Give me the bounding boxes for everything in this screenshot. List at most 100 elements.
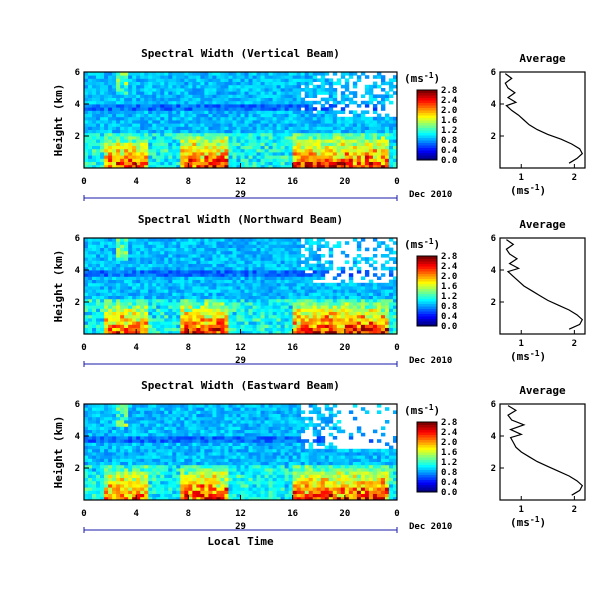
heatmap-cell bbox=[245, 75, 249, 79]
heatmap-cell bbox=[100, 292, 104, 296]
heatmap-cell bbox=[293, 126, 297, 130]
heatmap-cell bbox=[140, 158, 144, 162]
heatmap-cell bbox=[224, 120, 228, 124]
heatmap-cell bbox=[253, 260, 257, 264]
heatmap-cell bbox=[245, 328, 249, 332]
heatmap-cell bbox=[345, 155, 349, 159]
heatmap-cell bbox=[104, 318, 108, 322]
heatmap-cell bbox=[329, 308, 333, 312]
heatmap-cell bbox=[289, 254, 293, 258]
heatmap-cell bbox=[88, 88, 92, 92]
heatmap-cell bbox=[353, 136, 357, 140]
heatmap-cell bbox=[120, 257, 124, 261]
heatmap-cell bbox=[232, 126, 236, 130]
heatmap-cell bbox=[216, 152, 220, 156]
heatmap-cell bbox=[337, 158, 341, 162]
heatmap-cell bbox=[104, 308, 108, 312]
heatmap-cell bbox=[345, 82, 349, 86]
heatmap-cell bbox=[112, 439, 116, 443]
heatmap-cell bbox=[204, 152, 208, 156]
heatmap-cell bbox=[285, 312, 289, 316]
heatmap-cell bbox=[389, 158, 393, 162]
heatmap-cell bbox=[329, 85, 333, 89]
heatmap-cell bbox=[112, 442, 116, 446]
heatmap-cell bbox=[208, 324, 212, 328]
heatmap-cell bbox=[317, 244, 321, 248]
heatmap-cell bbox=[317, 155, 321, 159]
heatmap-cell bbox=[261, 251, 265, 255]
heatmap-cell bbox=[208, 241, 212, 245]
heatmap-cell bbox=[289, 251, 293, 255]
heatmap-cell bbox=[321, 152, 325, 156]
heatmap-cell bbox=[277, 114, 281, 118]
heatmap-cell bbox=[128, 107, 132, 111]
heatmap-cell bbox=[265, 267, 269, 271]
heatmap-cell bbox=[349, 283, 353, 287]
heatmap-cell bbox=[168, 110, 172, 114]
heatmap-cell bbox=[132, 158, 136, 162]
heatmap-cell bbox=[317, 162, 321, 166]
heatmap-cell bbox=[104, 94, 108, 98]
heatmap-cell bbox=[108, 436, 112, 440]
heatmap-cell bbox=[100, 420, 104, 424]
heatmap-cell bbox=[369, 120, 373, 124]
heatmap-cell bbox=[136, 158, 140, 162]
heatmap-cell bbox=[333, 292, 337, 296]
heatmap-cell bbox=[345, 88, 349, 92]
heatmap-cell bbox=[176, 78, 180, 82]
heatmap-cell bbox=[309, 123, 313, 127]
heatmap-cell bbox=[377, 312, 381, 316]
heatmap-cell bbox=[108, 484, 112, 488]
heatmap-cell bbox=[353, 149, 357, 153]
heatmap-cell bbox=[84, 88, 88, 92]
heatmap-cell bbox=[120, 88, 124, 92]
heatmap-cell bbox=[269, 155, 273, 159]
heatmap-cell bbox=[152, 280, 156, 284]
heatmap-cell bbox=[341, 299, 345, 303]
heatmap-cell bbox=[128, 270, 132, 274]
heatmap-cell bbox=[124, 490, 128, 494]
heatmap-cell bbox=[152, 251, 156, 255]
heatmap-cell bbox=[100, 442, 104, 446]
heatmap-cell bbox=[108, 462, 112, 466]
heatmap-cell bbox=[196, 305, 200, 309]
heatmap-cell bbox=[176, 302, 180, 306]
heatmap-cell bbox=[317, 117, 321, 121]
heatmap-cell bbox=[281, 146, 285, 150]
chart-title: Spectral Width (Vertical Beam) bbox=[141, 47, 340, 60]
heatmap-cell bbox=[325, 158, 329, 162]
heatmap-cell bbox=[293, 85, 297, 89]
heatmap-cell bbox=[228, 91, 232, 95]
heatmap-cell bbox=[160, 324, 164, 328]
heatmap-cell bbox=[293, 315, 297, 319]
heatmap-cell bbox=[204, 114, 208, 118]
heatmap-cell bbox=[152, 257, 156, 261]
heatmap-cell bbox=[88, 474, 92, 478]
heatmap-cell bbox=[196, 162, 200, 166]
heatmap-cell bbox=[269, 120, 273, 124]
heatmap-cell bbox=[96, 94, 100, 98]
heatmap-cell bbox=[152, 270, 156, 274]
heatmap-cell bbox=[180, 158, 184, 162]
heatmap-cell bbox=[353, 162, 357, 166]
heatmap-cell bbox=[156, 126, 160, 130]
heatmap-cell bbox=[369, 289, 373, 293]
heatmap-cell bbox=[297, 251, 301, 255]
heatmap-cell bbox=[84, 302, 88, 306]
heatmap-cell bbox=[297, 85, 301, 89]
heatmap-cell bbox=[313, 296, 317, 300]
heatmap-cell bbox=[208, 120, 212, 124]
heatmap-cell bbox=[305, 292, 309, 296]
heatmap-cell bbox=[273, 85, 277, 89]
heatmap-cell bbox=[305, 299, 309, 303]
heatmap-cell bbox=[84, 120, 88, 124]
heatmap-cell bbox=[337, 312, 341, 316]
heatmap-cell bbox=[92, 98, 96, 102]
heatmap-cell bbox=[349, 136, 353, 140]
heatmap-cell bbox=[140, 318, 144, 322]
heatmap-cell bbox=[257, 260, 261, 264]
heatmap-cell bbox=[281, 82, 285, 86]
heatmap-cell bbox=[228, 139, 232, 143]
heatmap-cell bbox=[220, 241, 224, 245]
heatmap-cell bbox=[112, 241, 116, 245]
